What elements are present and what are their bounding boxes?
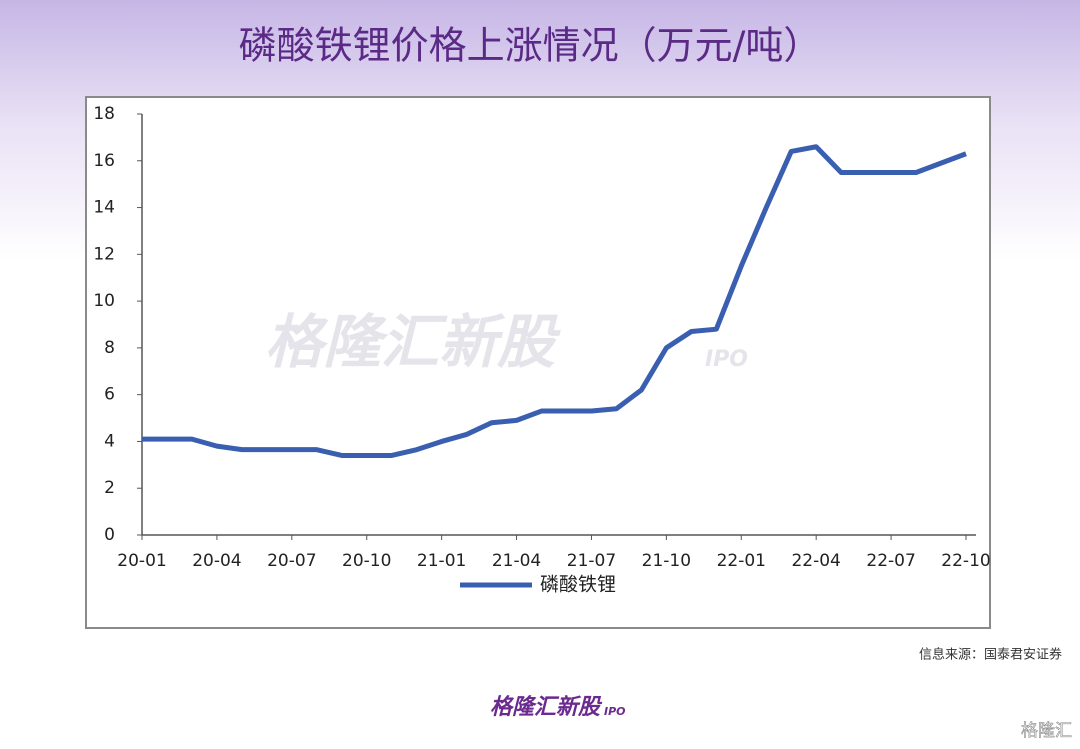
y-tick-label: 12 xyxy=(93,244,115,264)
x-tick-label: 21-04 xyxy=(492,551,541,571)
data-line xyxy=(142,144,967,458)
x-tick-label: 20-01 xyxy=(117,551,166,571)
legend-label: 磷酸铁锂 xyxy=(540,574,616,596)
x-tick-label: 22-10 xyxy=(941,551,990,571)
y-tick-label: 18 xyxy=(93,104,115,124)
watermark-tag: IPO xyxy=(705,347,748,372)
footer-logo: 格隆汇新股 xyxy=(490,694,603,720)
y-tick-label: 6 xyxy=(104,385,115,405)
x-tick-label: 20-07 xyxy=(267,551,316,571)
y-tick-label: 14 xyxy=(93,198,115,218)
watermark: 格隆汇新股 xyxy=(265,308,561,376)
chart-frame xyxy=(85,96,991,629)
x-tick-label: 20-04 xyxy=(192,551,241,571)
x-tick-label: 21-01 xyxy=(417,551,466,571)
x-tick-label: 22-04 xyxy=(791,551,840,571)
footer-logo-tag: IPO xyxy=(604,705,626,718)
chart-title: 磷酸铁锂价格上涨情况（万元/吨） xyxy=(239,24,822,68)
x-tick-label: 22-01 xyxy=(717,551,766,571)
y-tick-label: 8 xyxy=(104,338,115,358)
corner-mark: 格隆汇 xyxy=(1021,721,1072,741)
y-tick-label: 4 xyxy=(104,431,115,451)
x-tick-label: 21-07 xyxy=(567,551,616,571)
x-tick-label: 21-10 xyxy=(642,551,691,571)
source-note: 信息来源：国泰君安证券 xyxy=(919,647,1062,663)
x-tick-label: 22-07 xyxy=(866,551,915,571)
y-tick-label: 16 xyxy=(93,151,115,171)
y-tick-label: 0 xyxy=(104,525,115,545)
y-tick-label: 2 xyxy=(104,478,115,498)
x-tick-label: 20-10 xyxy=(342,551,391,571)
y-tick-label: 10 xyxy=(93,291,115,311)
